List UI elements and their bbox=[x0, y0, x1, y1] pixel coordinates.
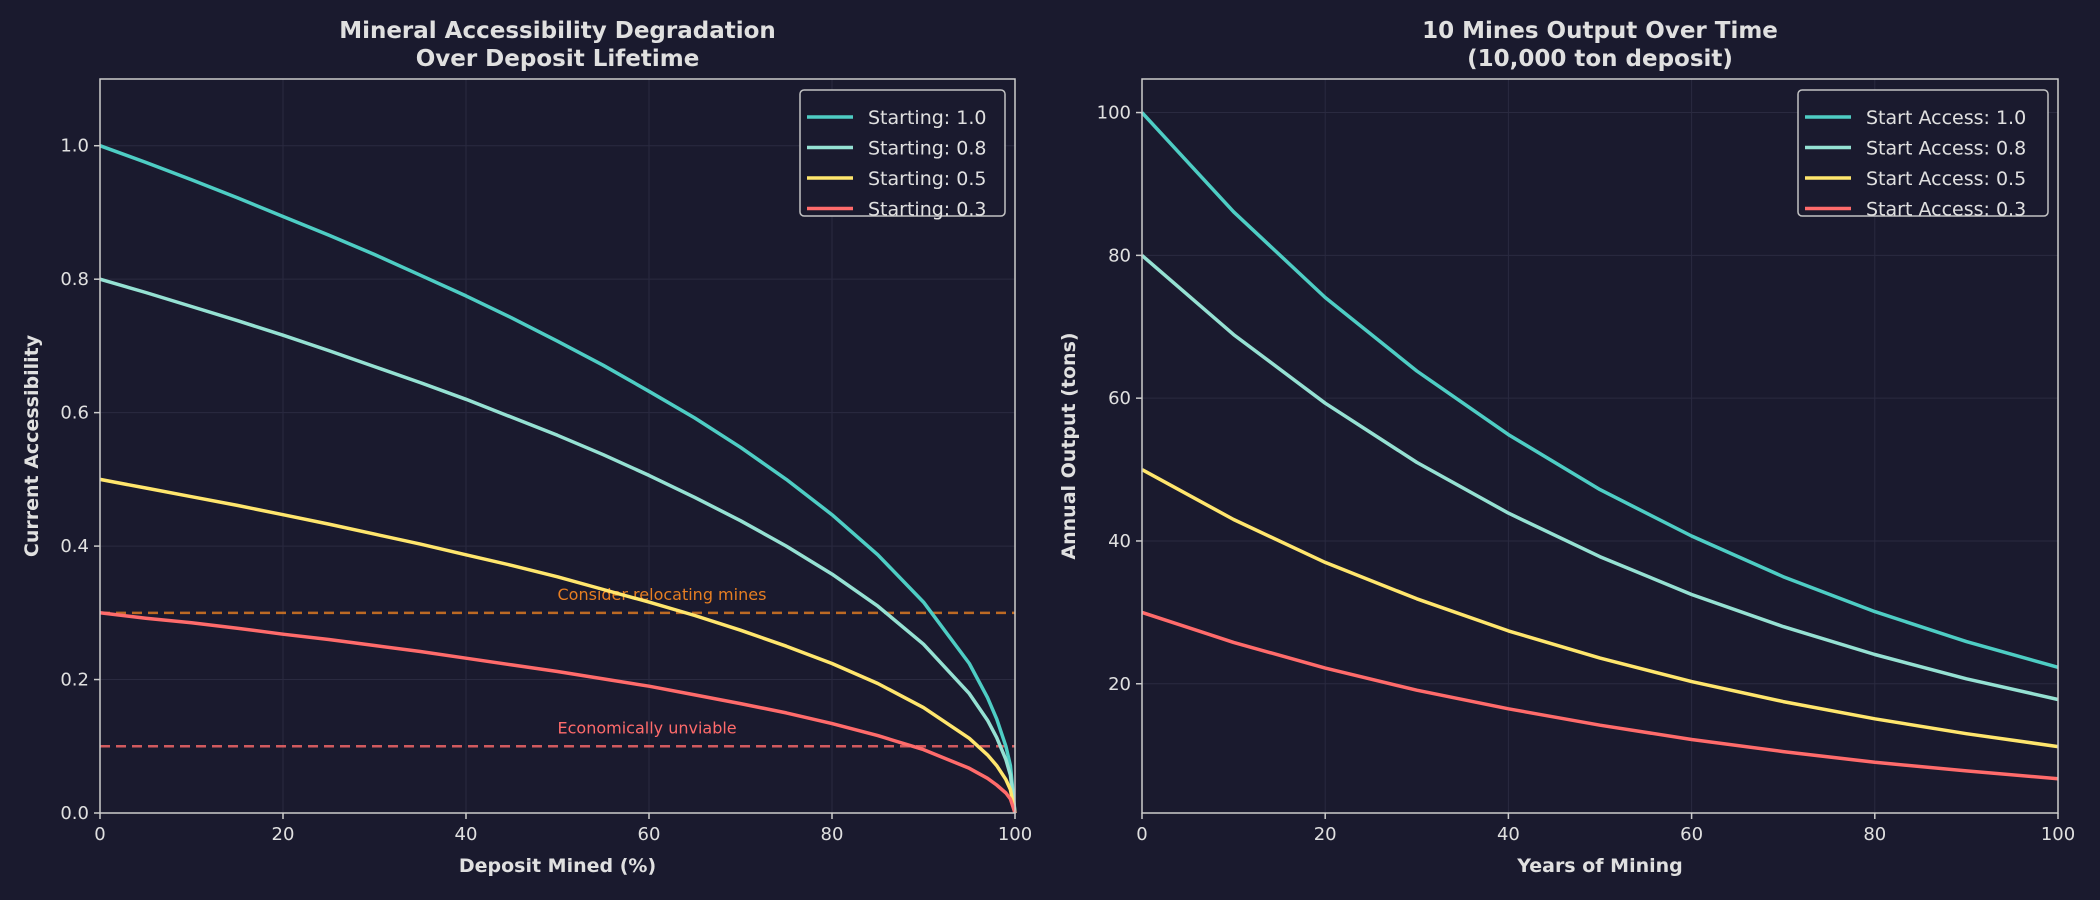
x-tick-label: 0 bbox=[1136, 824, 1147, 845]
chart-panel-1: Consider relocating mines Economically un… bbox=[21, 18, 1032, 877]
chart-title: Mineral Accessibility Degradation bbox=[339, 18, 776, 44]
chart-subtitle: (10,000 ton deposit) bbox=[1467, 46, 1733, 72]
chart-panel-2: 0 20 40 60 80 100 20 40 60 80 100 10 Mines Output O… bbox=[1058, 18, 2075, 877]
legend: Start Access: 1.0 Start Access: 0.8 Start … bbox=[1797, 89, 2049, 221]
chart-title: 10 Mines Output Over Time bbox=[1422, 18, 1778, 44]
x-tick-label: 0 bbox=[94, 824, 105, 845]
legend-label: Start Access: 1.0 bbox=[1866, 107, 2026, 129]
legend-label: Start Access: 0.5 bbox=[1866, 168, 2026, 190]
legend-label: Starting: 0.5 bbox=[868, 168, 986, 190]
series-line bbox=[99, 144, 1017, 814]
legend-label: Starting: 1.0 bbox=[868, 107, 986, 129]
chart-subtitle: Over Deposit Lifetime bbox=[416, 46, 700, 72]
y-tick-label: 80 bbox=[1108, 245, 1131, 266]
axes-frame bbox=[99, 78, 1016, 814]
x-tick-label: 20 bbox=[272, 824, 295, 845]
x-tick-label: 60 bbox=[1680, 824, 1703, 845]
x-tick-label: 100 bbox=[998, 824, 1032, 845]
x-axis-label: Deposit Mined (%) bbox=[459, 855, 656, 877]
x-tick-label: 80 bbox=[821, 824, 844, 845]
legend: Starting: 1.0 Starting: 0.8 Starting: 0.5 S… bbox=[799, 89, 1006, 221]
series-line bbox=[1140, 111, 2059, 669]
x-tick-label: 80 bbox=[1863, 824, 1886, 845]
legend-label: Starting: 0.8 bbox=[868, 138, 986, 160]
x-axis-label: Years of Mining bbox=[1516, 855, 1683, 877]
x-tick-label: 100 bbox=[2041, 824, 2075, 845]
legend-label: Start Access: 0.8 bbox=[1866, 138, 2026, 160]
axes-frame bbox=[1141, 78, 2059, 814]
series-line bbox=[1141, 468, 2059, 749]
y-tick-label: 0.4 bbox=[60, 536, 89, 557]
x-tick-label: 60 bbox=[638, 824, 661, 845]
series-line bbox=[99, 611, 1017, 814]
y-axis-label: Current Accessibility bbox=[21, 334, 43, 557]
x-tick-label: 40 bbox=[1497, 824, 1520, 845]
y-axis-label: Annual Output (tons) bbox=[1058, 332, 1080, 559]
reference-label: Consider relocating mines bbox=[558, 585, 767, 604]
y-tick-label: 0.6 bbox=[60, 403, 89, 424]
y-tick-label: 100 bbox=[1097, 103, 1131, 124]
y-tick-label: 40 bbox=[1108, 531, 1131, 552]
legend-label: Starting: 0.3 bbox=[868, 199, 986, 221]
y-tick-label: 0.8 bbox=[60, 269, 89, 290]
y-tick-label: 0.0 bbox=[60, 803, 89, 824]
y-tick-label: 60 bbox=[1108, 388, 1131, 409]
x-tick-label: 40 bbox=[455, 824, 478, 845]
legend-box bbox=[1797, 89, 2049, 217]
legend-box bbox=[799, 89, 1006, 217]
series-line bbox=[99, 277, 1017, 814]
y-tick-label: 20 bbox=[1108, 674, 1131, 695]
y-tick-label: 0.2 bbox=[60, 670, 89, 691]
reference-label: Economically unviable bbox=[558, 718, 737, 737]
x-tick-label: 20 bbox=[1314, 824, 1337, 845]
y-tick-label: 1.0 bbox=[60, 136, 89, 157]
series-line bbox=[1141, 610, 2059, 781]
series-line bbox=[99, 477, 1017, 814]
series-line bbox=[1140, 254, 2059, 702]
legend-label: Start Access: 0.3 bbox=[1866, 199, 2026, 221]
